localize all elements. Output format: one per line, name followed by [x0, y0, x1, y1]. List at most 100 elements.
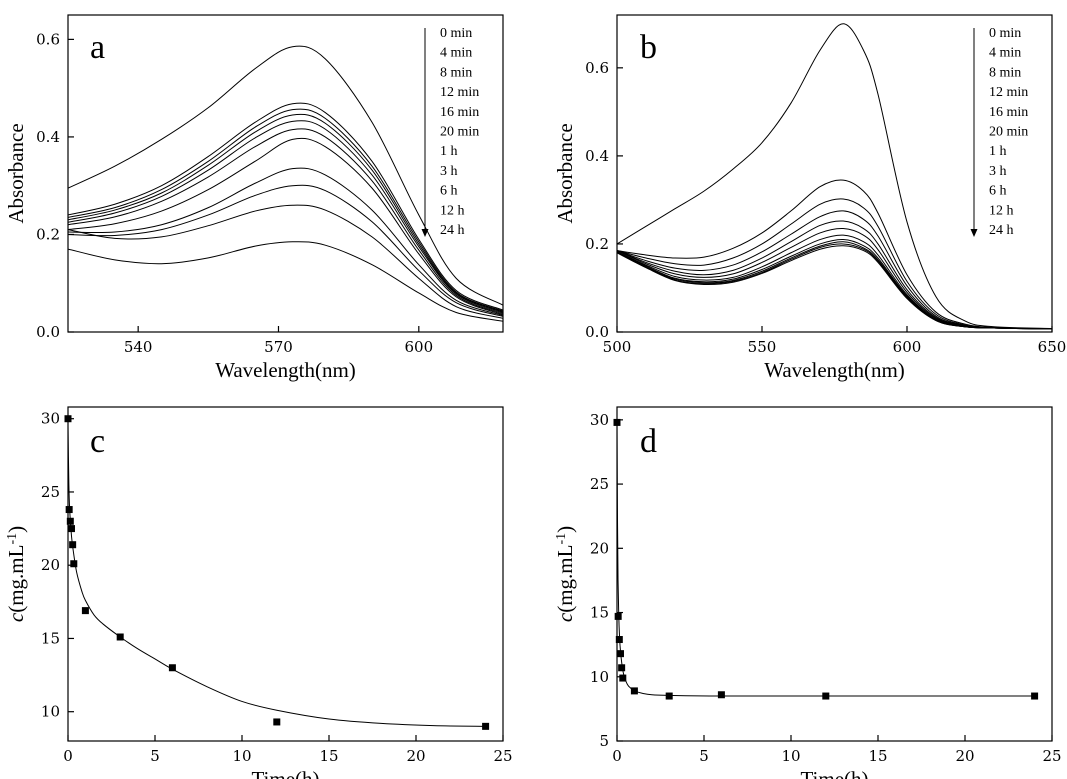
panel-letter: c — [90, 423, 105, 460]
x-tick-label: 10 — [781, 747, 800, 765]
plot-area — [68, 426, 486, 727]
data-point-2 — [615, 636, 623, 644]
x-tick-label: 15 — [868, 747, 887, 765]
y-tick-label: 0.6 — [585, 59, 609, 77]
spectrum-line-5 — [68, 128, 503, 314]
y-tick-label: 30 — [590, 411, 609, 429]
x-tick-label: 20 — [406, 747, 425, 765]
legend-entry: 24 h — [440, 223, 465, 238]
spectrum-line-7 — [68, 167, 503, 316]
x-tick-label: 600 — [893, 338, 922, 356]
spectrum-line-9 — [617, 243, 1052, 330]
panel-letter: a — [90, 29, 105, 66]
legend-entry: 20 min — [440, 125, 479, 140]
spectrum-line-2 — [617, 198, 1052, 330]
data-point-5 — [70, 560, 78, 568]
x-tick-label: 25 — [1042, 747, 1061, 765]
data-point-10 — [1031, 692, 1039, 700]
x-tick-label: 550 — [748, 338, 777, 356]
y-tick-label: 0.2 — [36, 225, 60, 243]
data-point-8 — [168, 664, 176, 672]
data-point-3 — [67, 525, 75, 533]
y-axis-title: c(mg.mL-1) — [553, 526, 577, 622]
x-tick-label: 0 — [612, 747, 622, 765]
y-axis-title-unit: (mg.mL — [553, 545, 577, 613]
x-tick-label: 540 — [124, 338, 153, 356]
data-point-10 — [482, 722, 490, 730]
legend-entry: 1 h — [989, 144, 1007, 159]
legend-entry: 16 min — [989, 105, 1028, 120]
y-tick-label: 10 — [590, 668, 609, 686]
spectrum-line-7 — [617, 239, 1052, 330]
panel-b: 500 550 600 650 0.0 0.2 0.4 0.6 Wavelength(nm) Ab… — [553, 14, 1066, 382]
data-point-5 — [619, 674, 627, 682]
legend-entry: 4 min — [440, 46, 472, 61]
spectrum-line-8 — [617, 241, 1052, 330]
data-point-7 — [665, 692, 673, 700]
y-axis-title-close: ) — [553, 526, 577, 533]
y-tick-label: 5 — [599, 732, 609, 750]
fit-curve — [68, 426, 486, 727]
legend-entry: 16 min — [440, 105, 479, 120]
spectrum-line-8 — [68, 184, 503, 317]
y-tick-label: 25 — [41, 483, 60, 501]
legend-entry: 6 h — [989, 184, 1007, 199]
legend-arrow-head — [421, 229, 429, 237]
y-tick-label: 15 — [41, 629, 60, 647]
y-tick-label: 30 — [41, 410, 60, 428]
x-tick-label: 25 — [493, 747, 512, 765]
x-tick-label: 0 — [63, 747, 73, 765]
plot-area — [68, 45, 503, 322]
x-axis-title: Wavelength(nm) — [215, 358, 356, 382]
legend-entry: 0 min — [440, 26, 472, 41]
plot-frame — [616, 14, 1053, 333]
y-axis-title-sup: -1 — [554, 533, 569, 545]
y-axis-title: Absorbance — [4, 123, 28, 223]
legend-entry: 12 h — [440, 203, 465, 218]
plot-frame — [67, 14, 504, 333]
y-tick-label: 0.2 — [585, 235, 609, 253]
data-point-4 — [618, 664, 626, 672]
spectrum-line-4 — [68, 120, 503, 313]
spectrum-line-1 — [617, 179, 1052, 330]
legend-entry: 24 h — [989, 223, 1014, 238]
y-tick-label: 25 — [590, 475, 609, 493]
y-tick-label: 10 — [41, 703, 60, 721]
data-point-9 — [822, 692, 830, 700]
spectrum-line-5 — [617, 227, 1052, 330]
legend-entry: 1 h — [440, 144, 458, 159]
spectrum-line-9 — [68, 204, 503, 319]
data-point-1 — [614, 612, 622, 620]
data-point-3 — [616, 650, 624, 658]
x-tick-label: 570 — [264, 338, 293, 356]
y-axis-title-symbol: c — [553, 612, 577, 622]
spectrum-line-3 — [617, 210, 1052, 330]
spectrum-line-10 — [68, 241, 503, 322]
x-tick-label: 20 — [955, 747, 974, 765]
y-axis-title-close: ) — [4, 526, 28, 533]
x-tick-label: 5 — [150, 747, 160, 765]
y-tick-label: 0.4 — [585, 147, 609, 165]
spectrum-line-2 — [68, 108, 503, 312]
data-point-0 — [64, 415, 72, 423]
data-point-6 — [630, 687, 638, 695]
y-tick-label: 0.4 — [36, 128, 60, 146]
data-point-6 — [81, 607, 89, 615]
plot-area — [617, 422, 1035, 697]
y-axis-title: c(mg.mL-1) — [4, 526, 28, 622]
legend-entry: 8 min — [440, 65, 472, 80]
y-tick-label: 0.6 — [36, 30, 60, 48]
panel-letter: d — [640, 423, 657, 460]
x-tick-label: 500 — [603, 338, 632, 356]
spectrum-line-10 — [617, 245, 1052, 330]
panel-a: 540 570 600 0.0 0.2 0.4 0.6 Wavelength(nm) Absor… — [4, 14, 504, 382]
legend-entry: 8 min — [989, 65, 1021, 80]
legend-entry: 12 min — [989, 85, 1028, 100]
data-point-7 — [116, 633, 124, 641]
y-tick-label: 0.0 — [585, 323, 609, 341]
legend-entry: 4 min — [989, 46, 1021, 61]
y-tick-label: 20 — [590, 539, 609, 557]
x-tick-label: 5 — [699, 747, 709, 765]
